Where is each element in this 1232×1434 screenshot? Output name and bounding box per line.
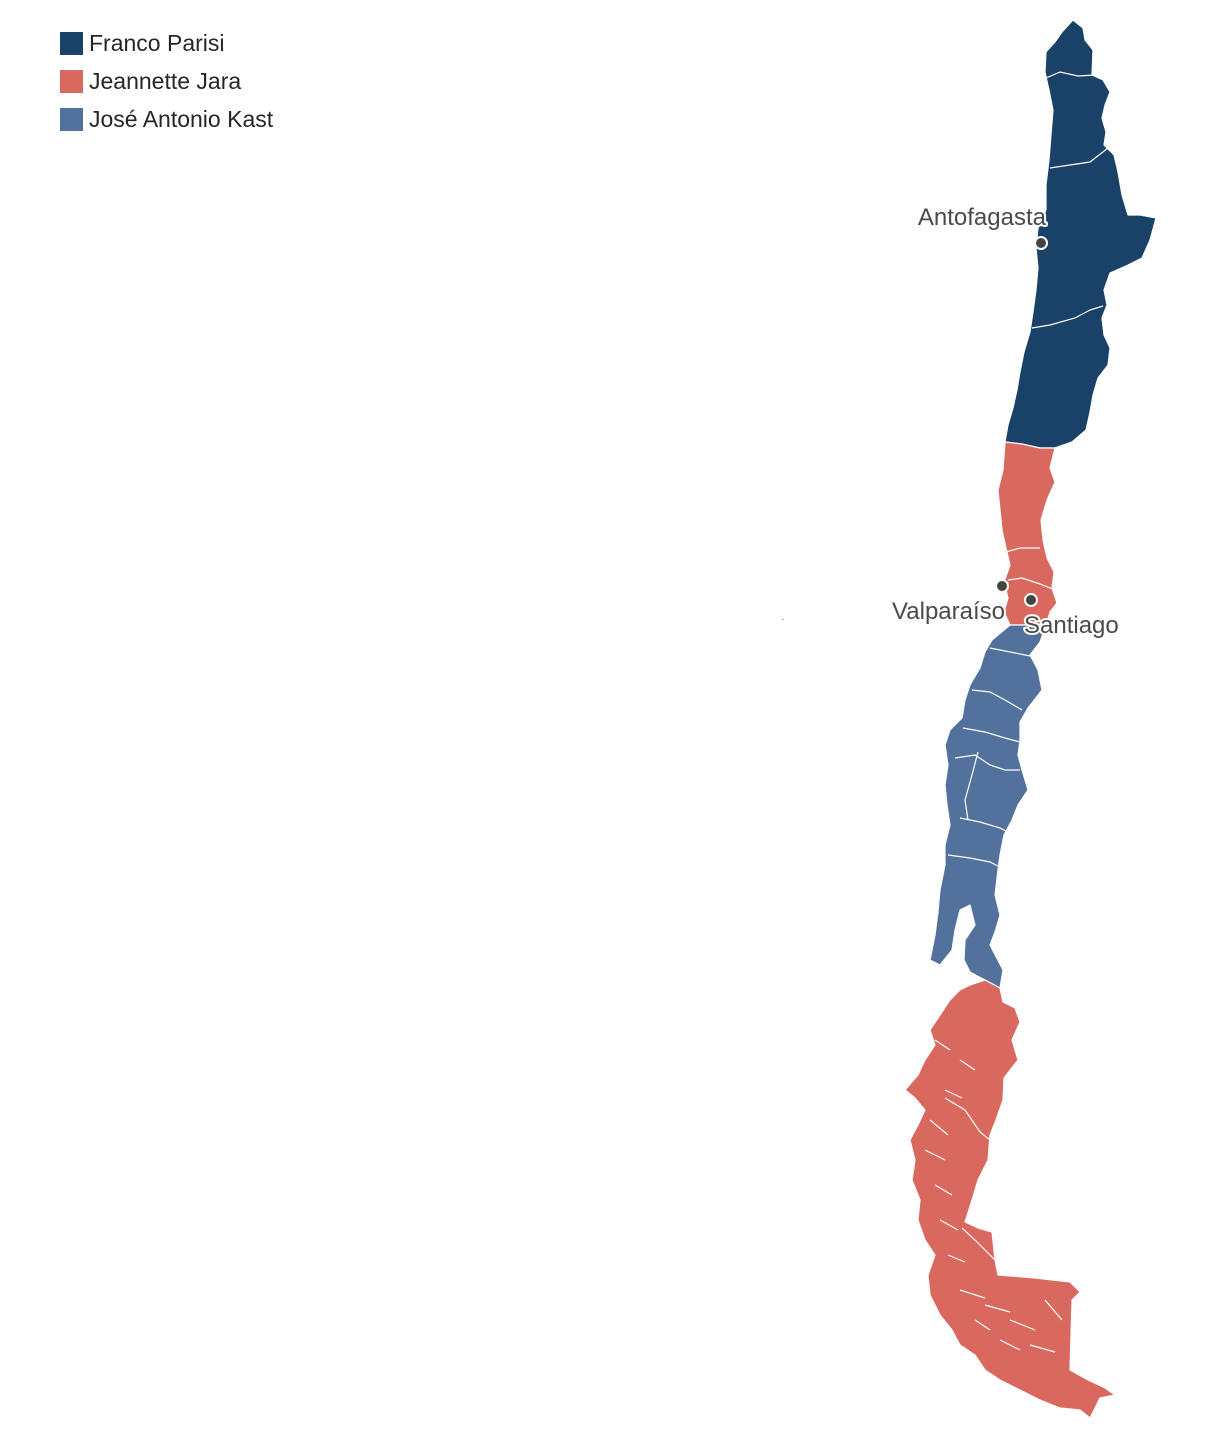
- boundary-north-3: [1031, 305, 1104, 329]
- boundary-sc-6: [947, 854, 999, 867]
- city-dot-valparaiso: [995, 579, 1009, 593]
- city-dot-antofagasta: [1034, 236, 1048, 250]
- legend-label: José Antonio Kast: [89, 105, 274, 132]
- region-south-central[interactable]: [929, 624, 1047, 989]
- legend-label: Franco Parisi: [89, 29, 225, 56]
- boundary-central-2: [1007, 577, 1056, 591]
- region-far-south[interactable]: [904, 979, 1116, 1419]
- boundary-central-1: [1005, 547, 1040, 553]
- boundary-sc-3: [962, 727, 1021, 743]
- legend-swatch-jose-antonio-kast: [60, 107, 83, 131]
- boundary-far-south-1: [944, 1097, 991, 1141]
- city-dot-santiago: [1024, 593, 1038, 607]
- island-fragment: [778, 616, 786, 622]
- city-antofagasta[interactable]: Antofagasta: [916, 202, 1049, 250]
- city-label-antofagasta: Antofagasta: [918, 204, 1047, 231]
- region-north[interactable]: [1004, 19, 1157, 449]
- city-santiago[interactable]: Santiago: [1022, 593, 1121, 641]
- city-valparaiso[interactable]: Valparaíso: [890, 579, 1009, 627]
- boundary-north-2: [1049, 147, 1109, 169]
- city-label-valparaiso: Valparaíso: [892, 598, 1005, 625]
- legend-item-jeannette-jara[interactable]: Jeannette Jara: [60, 62, 273, 100]
- legend-swatch-jeannette-jara: [60, 69, 83, 93]
- boundary-sc-5: [959, 817, 1009, 833]
- boundary-sc-1: [989, 647, 1031, 657]
- boundary-far-south-2: [961, 1227, 996, 1261]
- legend-label: Jeannette Jara: [89, 67, 242, 94]
- city-label-santiago: Santiago: [1024, 612, 1119, 639]
- fjord-lines: [924, 1039, 1063, 1353]
- legend-item-jose-antonio-kast[interactable]: José Antonio Kast: [60, 100, 273, 138]
- boundary-sc-4: [954, 754, 1020, 771]
- boundary-sc-2: [971, 689, 1023, 711]
- boundary-north-1: [1045, 71, 1096, 79]
- legend-item-franco-parisi[interactable]: Franco Parisi: [60, 24, 273, 62]
- legend: Franco Parisi Jeannette Jara José Antoni…: [60, 24, 273, 138]
- boundary-sc-7: [964, 751, 979, 821]
- legend-swatch-franco-parisi: [60, 31, 83, 55]
